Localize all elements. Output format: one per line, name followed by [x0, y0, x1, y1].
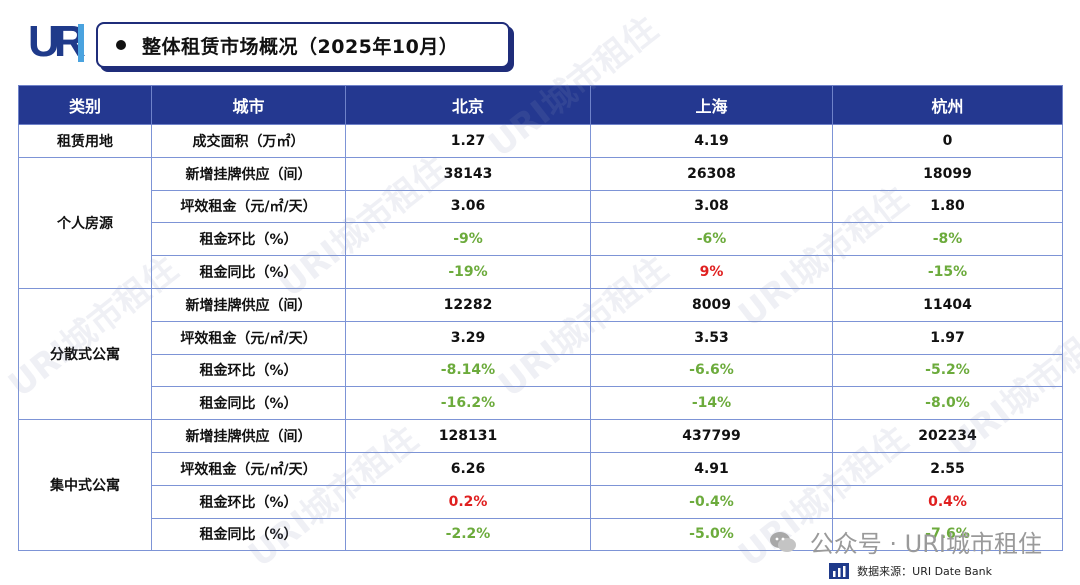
value-cell: -14%	[590, 386, 833, 421]
metric-cell: 租金环比（%）	[151, 353, 346, 388]
table-row: 租金环比（%） -8.14% -6.6% -5.2%	[19, 353, 1063, 388]
bullet-dot	[116, 40, 126, 50]
value-cell: 1.27	[345, 124, 591, 158]
table-row: 坪效租金（元/㎡/天） 6.26 4.91 2.55	[19, 451, 1063, 486]
value-cell: -5.2%	[832, 353, 1063, 388]
value-cell: -16.2%	[345, 386, 591, 421]
value-cell: 2.55	[832, 451, 1063, 486]
wechat-watermark: 公众号 · URI城市租住	[768, 524, 1042, 559]
value-cell: -8.14%	[345, 353, 591, 388]
value-cell: 18099	[832, 156, 1063, 191]
value-cell: 3.29	[345, 320, 591, 355]
value-cell: 8009	[590, 287, 833, 322]
value-cell: 4.19	[590, 124, 833, 158]
value-cell: 3.53	[590, 320, 833, 355]
value-cell: 3.06	[345, 189, 591, 224]
value-cell: 0	[832, 124, 1063, 158]
value-cell: 26308	[590, 156, 833, 191]
metric-cell: 租金环比（%）	[151, 222, 346, 257]
metric-cell: 新增挂牌供应（间）	[151, 156, 346, 191]
header-shanghai: 上海	[590, 85, 833, 125]
metric-cell: 坪效租金（元/㎡/天）	[151, 189, 346, 224]
page-title: 整体租赁市场概况（2025年10月）	[142, 35, 459, 58]
value-cell: 1.80	[832, 189, 1063, 224]
value-cell: 437799	[590, 419, 833, 453]
table-row: 租金同比（%） -19% 9% -15%	[19, 255, 1063, 289]
bar-chart-icon	[829, 563, 850, 579]
value-cell: 1.97	[832, 320, 1063, 355]
metric-cell: 成交面积（万㎡）	[151, 124, 346, 158]
metric-cell: 新增挂牌供应（间）	[151, 287, 346, 322]
value-cell: -9%	[345, 222, 591, 257]
table-row: 分散式公寓 新增挂牌供应（间） 12282 8009 11404	[18, 287, 1063, 421]
header-beijing: 北京	[345, 85, 591, 125]
table-header-row: 类别 城市 北京 上海 杭州	[18, 85, 1063, 125]
value-cell: 4.91	[590, 451, 833, 486]
wechat-icon	[769, 531, 796, 552]
title-box: 整体租赁市场概况（2025年10月）	[96, 22, 510, 68]
category-cell: 集中式公寓	[18, 419, 152, 552]
value-cell: 128131	[345, 419, 591, 453]
value-cell: -7.6%	[832, 517, 1063, 552]
source-note: 数据来源：URI Date Bank	[829, 563, 992, 579]
logo-bar	[78, 24, 84, 62]
value-cell: -2.2%	[345, 517, 591, 552]
value-cell: 9%	[590, 255, 833, 289]
metric-cell: 租金环比（%）	[151, 484, 346, 519]
header-metric: 城市	[151, 85, 346, 125]
category-cell: 个人房源	[18, 156, 152, 289]
value-cell: 12282	[345, 287, 591, 322]
value-cell: -6%	[590, 222, 833, 257]
table-row: 租金同比（%） -16.2% -14% -8.0%	[19, 386, 1063, 421]
uri-logo: U R	[28, 17, 86, 66]
rental-market-table: 类别 城市 北京 上海 杭州 租赁用地 成交面积（万㎡） 1.27 4.19 0…	[18, 85, 1063, 552]
value-cell: 0.4%	[832, 484, 1063, 519]
table-row: 坪效租金（元/㎡/天） 3.29 3.53 1.97	[19, 320, 1063, 355]
value-cell: 0.2%	[345, 484, 591, 519]
table-row: 租金环比（%） 0.2% -0.4% 0.4%	[19, 484, 1063, 519]
metric-cell: 坪效租金（元/㎡/天）	[151, 320, 346, 355]
header-hangzhou: 杭州	[832, 85, 1063, 125]
value-cell: 202234	[832, 419, 1063, 453]
table-row: 个人房源 新增挂牌供应（间） 38143 26308 18099	[18, 156, 1063, 289]
value-cell: 38143	[345, 156, 591, 191]
value-cell: 3.08	[590, 189, 833, 224]
table-row: 坪效租金（元/㎡/天） 3.06 3.08 1.80	[19, 189, 1063, 224]
source-text: 数据来源：URI Date Bank	[857, 565, 992, 578]
value-cell: -19%	[345, 255, 591, 289]
value-cell: -8.0%	[832, 386, 1063, 421]
value-cell: -6.6%	[590, 353, 833, 388]
category-cell: 租赁用地	[18, 124, 152, 158]
value-cell: 11404	[832, 287, 1063, 322]
value-cell: 6.26	[345, 451, 591, 486]
table-row: 集中式公寓 新增挂牌供应（间） 128131 437799 202234	[18, 419, 1063, 552]
table-row: 租金同比（%） -2.2% -5.0% -7.6%	[19, 517, 1063, 552]
value-cell: -15%	[832, 255, 1063, 289]
header-category: 类别	[18, 85, 152, 125]
metric-cell: 新增挂牌供应（间）	[151, 419, 346, 453]
metric-cell: 租金同比（%）	[151, 386, 346, 421]
value-cell: -0.4%	[590, 484, 833, 519]
metric-cell: 坪效租金（元/㎡/天）	[151, 451, 346, 486]
metric-cell: 租金同比（%）	[151, 517, 346, 552]
metric-cell: 租金同比（%）	[151, 255, 346, 289]
wechat-label: 公众号 · URI城市租住	[809, 530, 1042, 558]
value-cell: -8%	[832, 222, 1063, 257]
table-row: 租金环比（%） -9% -6% -8%	[19, 222, 1063, 257]
table-row: 租赁用地 成交面积（万㎡） 1.27 4.19 0	[18, 124, 1063, 158]
category-cell: 分散式公寓	[18, 287, 152, 421]
